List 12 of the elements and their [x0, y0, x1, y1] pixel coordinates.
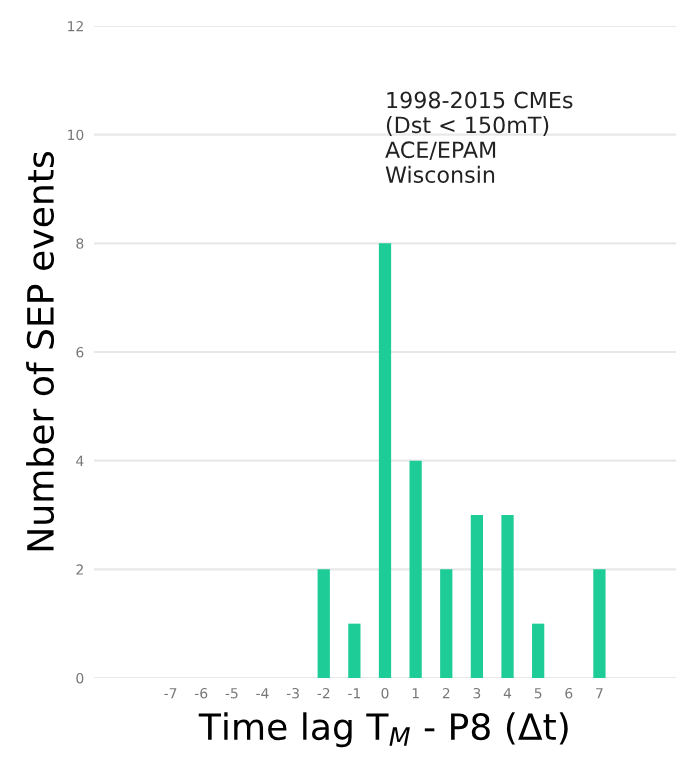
annotation: 1998-2015 CMEs (Dst < 150mT) ACE/EPAM Wisconsin — [385, 91, 573, 184]
bar — [317, 569, 330, 678]
bar — [532, 623, 545, 678]
bar — [501, 515, 514, 678]
x-axis-title: Time lag T$_{M}$ - P8 (Δt) — [198, 712, 568, 748]
y-axis-title: Number of SEP events — [26, 152, 55, 551]
bar — [593, 569, 606, 678]
bar — [470, 515, 484, 678]
bar — [348, 623, 361, 678]
bar — [409, 460, 422, 678]
bar — [440, 569, 453, 678]
bar — [378, 243, 392, 678]
